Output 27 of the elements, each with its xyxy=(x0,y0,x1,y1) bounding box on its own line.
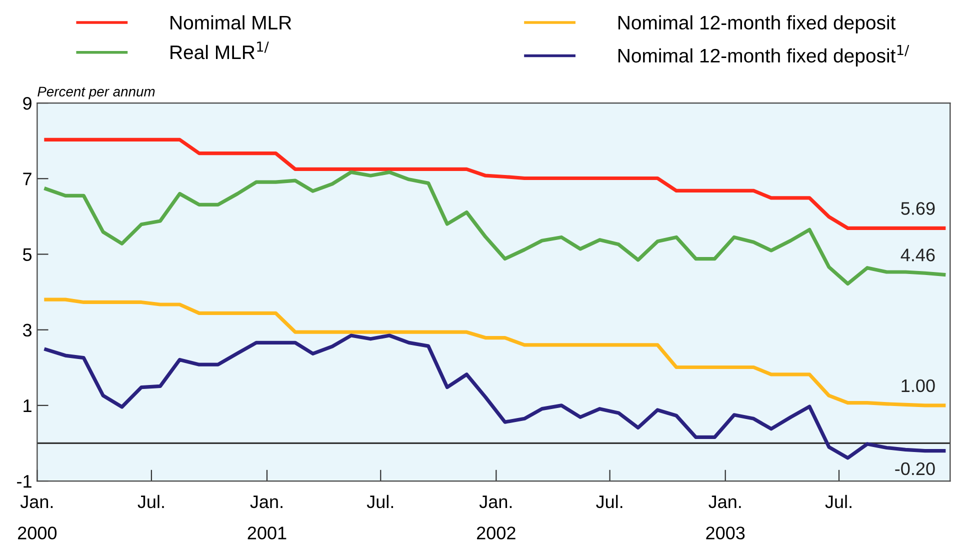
legend-label: Nomimal 12-month fixed deposit$^{1/}$ xyxy=(618,45,910,66)
x-tick-label: Jan. 2001 xyxy=(248,496,286,540)
x-tick-label: Jul. xyxy=(596,494,622,508)
line-series xyxy=(44,298,946,408)
y-tick-label: 9 xyxy=(23,96,32,110)
legend-label: Real MLR$^{1/}$ xyxy=(170,42,269,60)
legend-label: Nomimal MLR xyxy=(170,15,292,30)
data-label: 5.69 xyxy=(901,202,935,215)
data-label: -0.20 xyxy=(895,462,935,476)
x-tick-label: Jan. 2003 xyxy=(706,496,745,540)
line-series xyxy=(44,334,946,460)
line-series xyxy=(44,170,946,286)
y-tick-label: -1 xyxy=(17,475,32,488)
x-tick-label: Jan. 2000 xyxy=(18,496,57,540)
y-tick-label: 3 xyxy=(22,324,32,337)
legend-label: Nomimal 12-month fixed deposit xyxy=(618,15,896,34)
x-tick-label: Jan. 2002 xyxy=(476,496,516,540)
y-axis-title: Percent per annum xyxy=(38,86,155,100)
x-tick-label: Jul. xyxy=(366,494,394,508)
data-label: 4.46 xyxy=(900,248,935,262)
y-tick-label: 5 xyxy=(22,248,32,261)
x-tick-label: Jul. xyxy=(825,494,852,508)
x-tick-label: Jul. xyxy=(138,494,164,508)
y-tick-label: 7 xyxy=(23,172,32,186)
line-series xyxy=(44,138,946,230)
data-label: 1.00 xyxy=(902,379,935,392)
y-tick-label: 1 xyxy=(24,400,32,412)
